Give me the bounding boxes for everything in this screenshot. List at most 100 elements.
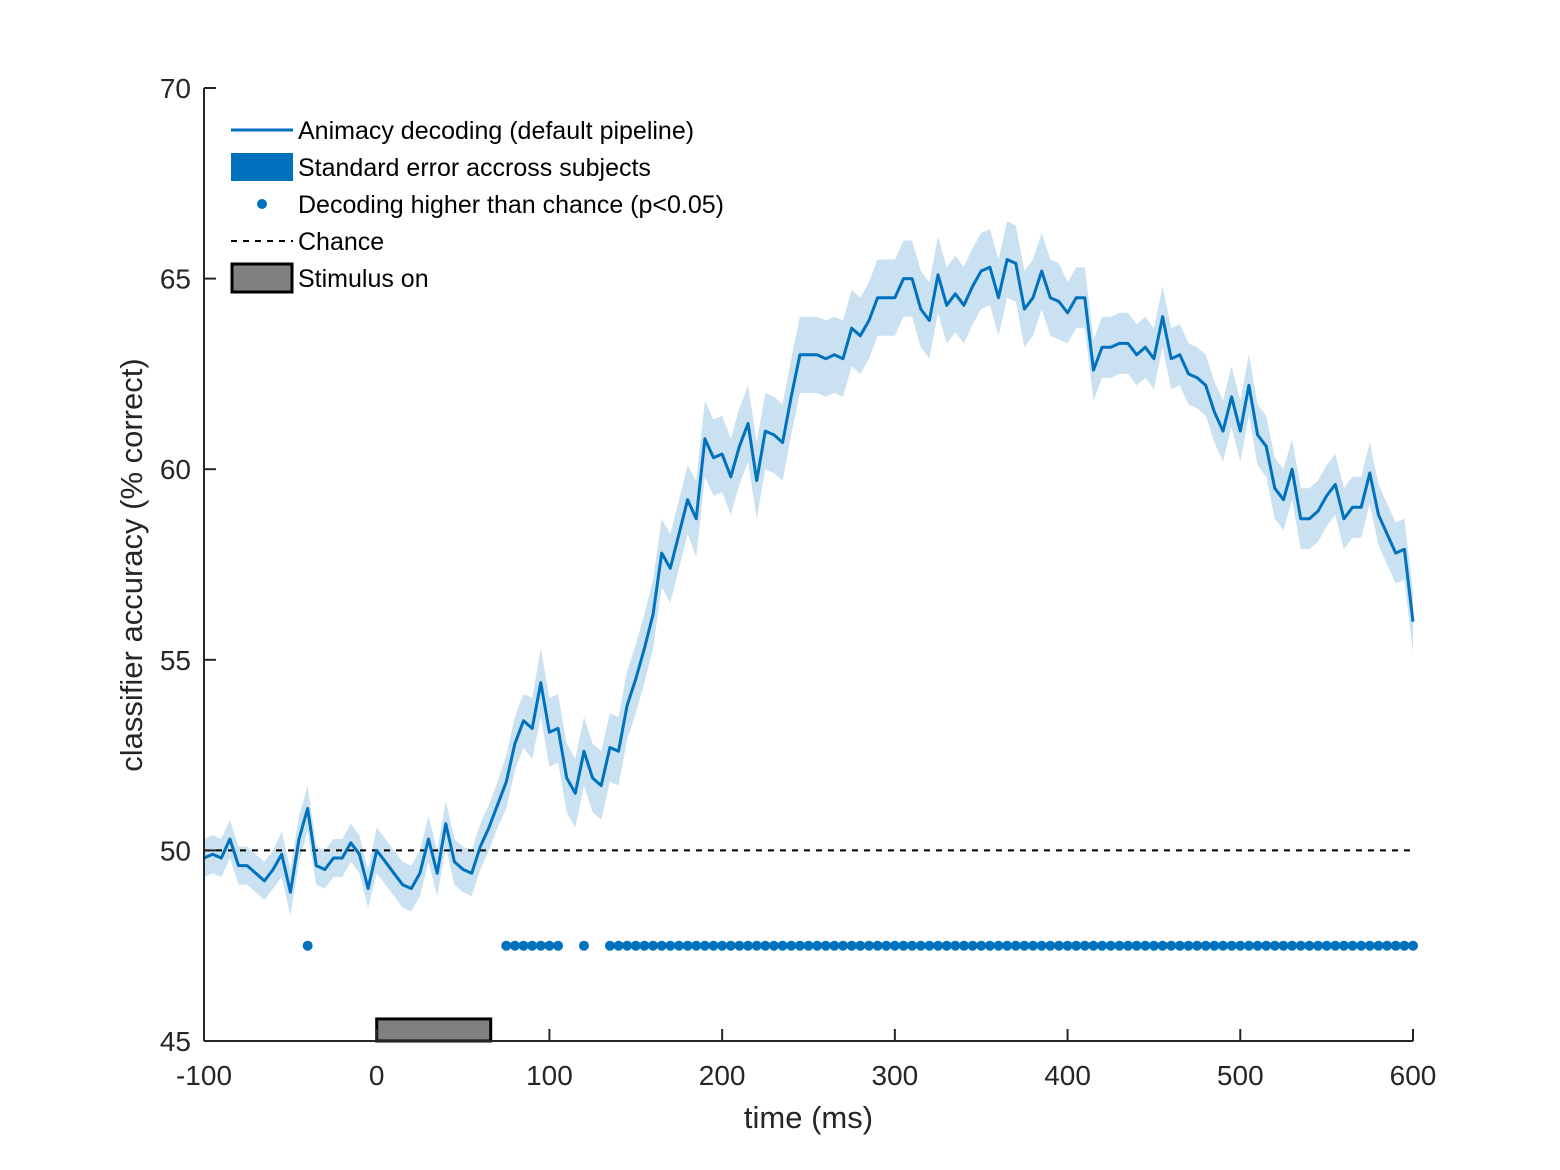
significance-dot (708, 940, 719, 951)
significance-dot (907, 940, 918, 951)
y-tick-label: 55 (160, 645, 191, 676)
significance-dot (803, 940, 814, 951)
significance-dot (1071, 940, 1082, 951)
decoding-line-layer (203, 258, 1415, 894)
significance-dot (1114, 940, 1125, 951)
significance-dot (656, 940, 667, 951)
y-tick-labels: 45 50 55 60 65 70 (160, 73, 191, 1057)
significance-dot (1062, 940, 1073, 951)
significance-dot (673, 940, 684, 951)
significance-dot (691, 940, 702, 951)
significance-dot (743, 940, 754, 951)
significance-dot (777, 940, 788, 951)
legend-label: Animacy decoding (default pipeline) (298, 117, 694, 145)
significance-dot (1053, 940, 1064, 951)
significance-dot (1304, 940, 1315, 951)
significance-dot (535, 940, 546, 951)
significance-dot (1408, 940, 1418, 951)
decoding-accuracy-line (203, 258, 1415, 894)
significance-dot (1131, 940, 1142, 951)
x-tick-label: 300 (871, 1060, 918, 1091)
significance-dot (527, 940, 538, 951)
legend-label: Stimulus on (298, 265, 429, 293)
x-tick-label: 200 (699, 1060, 746, 1091)
significance-dot (1321, 940, 1332, 951)
significance-dot (855, 940, 866, 951)
significance-dot (1174, 940, 1185, 951)
significance-dot (1399, 940, 1410, 951)
significance-dot (1330, 940, 1341, 951)
legend-item-band: Standard error accross subjects (231, 153, 651, 182)
significance-dots-layer (302, 940, 1418, 951)
significance-dot (302, 940, 313, 951)
significance-dot (768, 940, 779, 951)
significance-dot (639, 940, 650, 951)
significance-dot (1287, 940, 1298, 951)
significance-dot (846, 940, 857, 951)
significance-dot (630, 940, 641, 951)
significance-dot (613, 940, 624, 951)
stimulus-bar (375, 1017, 493, 1043)
significance-dot (898, 940, 909, 951)
significance-dot (682, 940, 693, 951)
error-band-layer (204, 221, 1413, 916)
significance-dot (1123, 940, 1134, 951)
significance-dot (622, 940, 633, 951)
significance-dot (820, 940, 831, 951)
significance-dot (1295, 940, 1306, 951)
legend-item-dots: Decoding higher than chance (p<0.05) (257, 191, 724, 219)
significance-dot (1338, 940, 1349, 951)
x-tick-label: 0 (369, 1060, 385, 1091)
significance-dot (1148, 940, 1159, 951)
x-tick-label: 500 (1217, 1060, 1264, 1091)
significance-dot (1235, 940, 1246, 951)
significance-dot (881, 940, 892, 951)
significance-dot (1010, 940, 1021, 951)
significance-dot (1166, 940, 1177, 951)
legend: Animacy decoding (default pipeline) Stan… (230, 117, 724, 294)
significance-dot (553, 940, 564, 951)
significance-dot (794, 940, 805, 951)
significance-dot (1261, 940, 1272, 951)
significance-dot (501, 940, 512, 951)
y-tick-label: 50 (160, 835, 191, 866)
legend-item-chance: Chance (231, 228, 384, 256)
significance-dot (699, 940, 710, 951)
axes (203, 87, 1414, 1042)
x-tick-label: -100 (176, 1060, 232, 1091)
significance-dot (725, 940, 736, 951)
legend-patch-swatch (231, 153, 293, 181)
significance-dot (941, 940, 952, 951)
significance-dot (1088, 940, 1099, 951)
x-axis-title: time (ms) (744, 1100, 873, 1135)
x-tick-label: 600 (1390, 1060, 1437, 1091)
significance-dot (578, 940, 589, 951)
significance-dot (1347, 940, 1358, 951)
x-tick-label: 100 (526, 1060, 573, 1091)
significance-dot (1183, 940, 1194, 951)
significance-dot (889, 940, 900, 951)
significance-dot (1243, 940, 1254, 951)
significance-dot (665, 940, 676, 951)
significance-dot (518, 940, 529, 951)
significance-dot (933, 940, 944, 951)
significance-dot (829, 940, 840, 951)
stimulus-layer (375, 1017, 493, 1043)
significance-dot (648, 940, 659, 951)
significance-dot (1200, 940, 1211, 951)
significance-dot (838, 940, 849, 951)
legend-label: Chance (298, 228, 384, 256)
significance-dot (1373, 940, 1384, 951)
legend-label: Standard error accross subjects (298, 154, 651, 182)
significance-dot (863, 940, 874, 951)
significance-dot (950, 940, 961, 951)
significance-dot (1192, 940, 1203, 951)
significance-dot (1097, 940, 1108, 951)
legend-item-line: Animacy decoding (default pipeline) (231, 117, 694, 145)
significance-dot (1019, 940, 1030, 951)
significance-dot (958, 940, 969, 951)
significance-dot (734, 940, 745, 951)
significance-dot (509, 940, 520, 951)
significance-dot (1364, 940, 1375, 951)
significance-dot (1105, 940, 1116, 951)
